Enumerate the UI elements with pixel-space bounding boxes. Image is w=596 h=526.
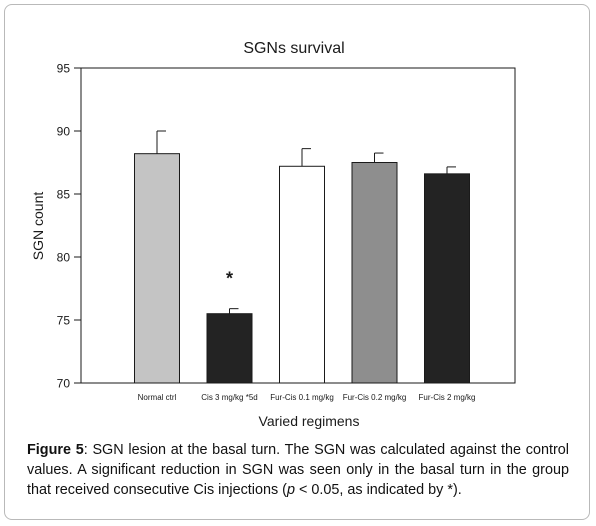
- x-tick-label: Fur-Cis 2 mg/kg: [419, 393, 476, 402]
- x-axis-label: Varied regimens: [259, 413, 360, 429]
- chart: SGNs survival SGN count Varied regimens …: [30, 40, 516, 429]
- caption-label: Figure 5: [27, 442, 84, 458]
- bar: [134, 153, 180, 384]
- y-tick-label: 85: [57, 188, 71, 202]
- bar: [424, 173, 470, 384]
- x-axis-tick-labels: Normal ctrl Cis 3 mg/kg *5d Fur-Cis 0.1 mg…: [138, 393, 476, 402]
- x-tick-label: Cis 3 mg/kg *5d: [201, 393, 257, 402]
- y-axis-ticks: 70 75 80 85 90 95: [57, 62, 81, 391]
- significance-marker: *: [226, 269, 233, 289]
- y-tick-label: 80: [57, 251, 71, 265]
- y-tick-label: 70: [57, 377, 71, 391]
- bar: [279, 165, 325, 384]
- y-axis-label: SGN count: [30, 192, 46, 261]
- y-tick-label: 95: [57, 62, 71, 76]
- bar: [206, 313, 253, 384]
- chart-title: SGNs survival: [243, 40, 344, 57]
- x-tick-label: Fur-Cis 0.1 mg/kg: [270, 393, 334, 402]
- bar: [351, 162, 398, 384]
- bars-group: *: [134, 130, 470, 384]
- figure-caption: Figure 5: SGN lesion at the basal turn. …: [27, 440, 569, 500]
- caption-text-end: < 0.05, as indicated by *).: [294, 482, 462, 498]
- caption-text: : SGN lesion at the basal turn. The SGN …: [27, 442, 569, 498]
- y-tick-label: 75: [57, 314, 71, 328]
- x-tick-label: Fur-Cis 0.2 mg/kg: [343, 393, 407, 402]
- x-tick-label: Normal ctrl: [138, 393, 177, 402]
- y-tick-label: 90: [57, 125, 71, 139]
- caption-p-symbol: p: [286, 482, 295, 498]
